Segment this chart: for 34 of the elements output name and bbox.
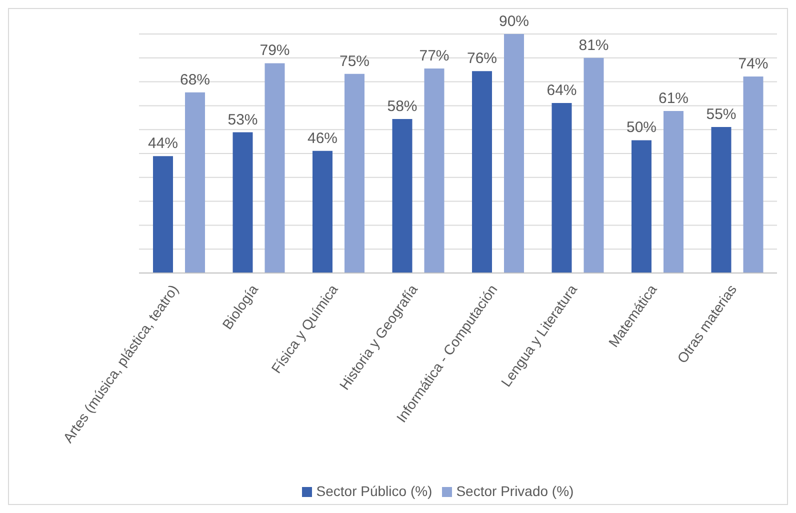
data-label: 74% — [738, 55, 768, 72]
data-label: 53% — [228, 111, 258, 128]
data-label: 55% — [706, 106, 736, 123]
bar — [424, 68, 444, 273]
data-label: 61% — [658, 90, 689, 108]
data-label: 75% — [339, 52, 370, 70]
bar — [584, 58, 604, 273]
data-label: 90% — [498, 13, 530, 30]
bar — [664, 111, 684, 273]
data-label: 68% — [180, 71, 210, 88]
data-label: 44% — [148, 135, 178, 152]
bar — [472, 71, 492, 273]
bar — [552, 103, 572, 273]
data-label: 81% — [578, 36, 609, 54]
bar — [153, 156, 173, 273]
bar — [185, 92, 205, 273]
data-label: 58% — [387, 98, 418, 115]
bar — [743, 76, 764, 273]
data-label: 76% — [466, 50, 498, 68]
bar — [711, 126, 732, 273]
data-label: 46% — [307, 130, 338, 147]
bar — [264, 63, 285, 273]
data-label: 50% — [626, 119, 657, 136]
bar — [392, 118, 412, 273]
data-label: 64% — [546, 82, 577, 100]
bar — [504, 34, 524, 273]
data-label: 77% — [419, 48, 450, 65]
bar — [312, 150, 332, 273]
bar — [232, 132, 253, 273]
data-label: 79% — [260, 42, 290, 60]
bar — [344, 74, 364, 273]
legend-label: Sector Público (%) — [316, 483, 432, 499]
bar — [632, 140, 652, 273]
legend-label: Sector Privado (%) — [456, 483, 574, 499]
